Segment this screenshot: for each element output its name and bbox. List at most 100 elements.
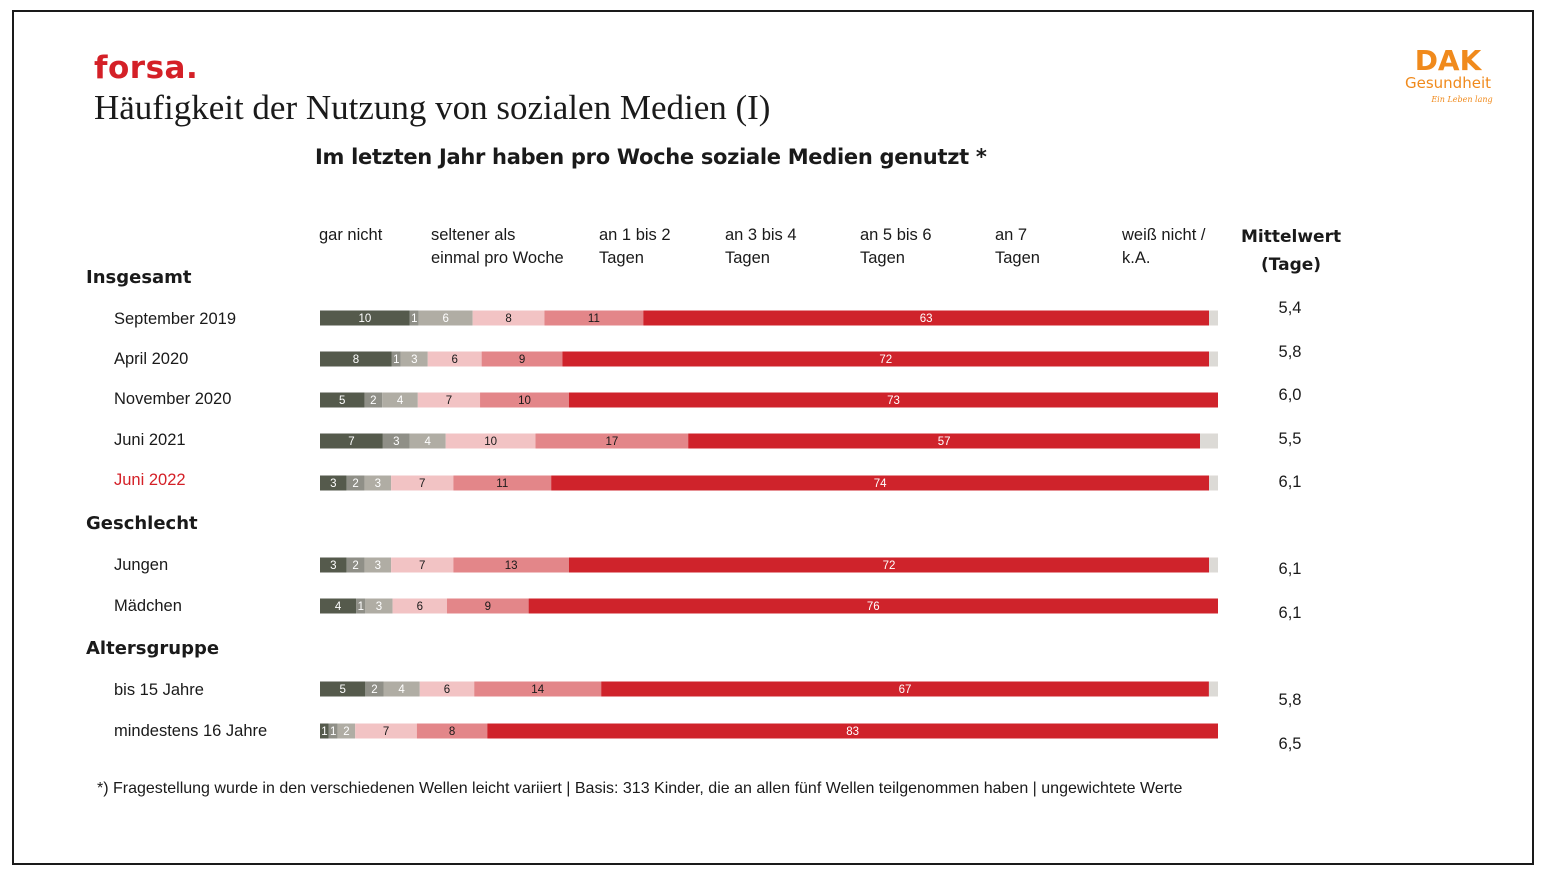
bar-value-label-g1-r0-s1: 2 (352, 560, 358, 572)
bar-segment-g0-r0-s3 (472, 310, 545, 326)
bar-value-label-g2-r1-s5: 83 (846, 726, 859, 738)
bar-segment-g0-r1-s6 (1209, 351, 1218, 367)
mean-header-line1: Mittelwert (1241, 227, 1342, 247)
row-label-jungen: Jungen (114, 556, 169, 574)
mean-header-line2: (Tage) (1260, 255, 1322, 275)
bar-value-label-g0-r0-s3: 8 (505, 313, 511, 325)
legend-gar-nicht: gar nicht (319, 226, 383, 244)
bar-segment-g1-r0-s1 (346, 557, 365, 573)
dak-logo-line2: Gesundheit (1405, 74, 1491, 92)
mean-apr-2020: 5,8 (1278, 343, 1302, 361)
bar-segment-g1-r1-s1 (356, 598, 366, 614)
mean-sep-2019: 5,4 (1278, 299, 1302, 317)
bar-value-label-g1-r0-s2: 3 (375, 560, 381, 572)
bar-segment-g0-r0-s2 (418, 310, 473, 326)
bar-segment-g0-r3-s5 (688, 433, 1201, 449)
bar-segment-g1-r1-s3 (392, 598, 447, 614)
bar-segment-g0-r3-s3 (445, 433, 536, 449)
bar-segment-g0-r1-s5 (562, 351, 1210, 367)
bar-value-label-g1-r0-s0: 3 (330, 560, 336, 572)
bar-value-label-g0-r2-s0: 5 (339, 395, 345, 407)
bar-value-label-g2-r0-s3: 6 (444, 684, 450, 696)
mean-bis-15: 5,8 (1278, 691, 1302, 709)
dak-logo-line1: DAK (1415, 44, 1483, 77)
bar-segment-g1-r0-s6 (1209, 557, 1218, 573)
bar-segment-g1-r0-s4 (453, 557, 569, 573)
bar-segment-g2-r0-s5 (601, 681, 1209, 697)
bar-segment-g0-r2-s3 (417, 392, 481, 408)
bar-value-label-g1-r0-s3: 7 (419, 560, 425, 572)
slide-frame (12, 10, 1534, 865)
bar-segment-g0-r3-s1 (382, 433, 410, 449)
bar-segment-g0-r0-s4 (544, 310, 644, 326)
bar-segment-g1-r1-s5 (528, 598, 1218, 614)
bar-segment-g0-r1-s2 (400, 351, 428, 367)
row-label-jun-2022: Juni 2022 (114, 471, 186, 489)
bar-value-label-g0-r1-s3: 6 (451, 354, 457, 366)
bar-value-label-g1-r0-s4: 13 (505, 560, 518, 572)
bar-value-label-g1-r0-s5: 72 (883, 560, 896, 572)
bar-segment-g0-r4-s5 (551, 475, 1210, 491)
row-label-nov-2020: November 2020 (114, 390, 232, 408)
bar-segment-g2-r0-s1 (365, 681, 384, 697)
bar-segment-g2-r0-s0 (320, 681, 366, 697)
bar-value-label-g0-r2-s1: 2 (370, 395, 376, 407)
bar-value-label-g2-r1-s0: 1 (321, 726, 327, 738)
bar-segment-g0-r1-s1 (391, 351, 401, 367)
bar-value-label-g2-r0-s4: 14 (531, 684, 544, 696)
bar-value-label-g0-r2-s5: 73 (887, 395, 900, 407)
legend-5-6-tage: an 5 bis 6 Tagen (860, 226, 932, 267)
bar-value-label-g0-r0-s4: 11 (588, 313, 600, 325)
row-label-maedchen: Mädchen (114, 597, 182, 615)
bar-value-label-g0-r0-s0: 10 (359, 313, 372, 325)
footnote: *) Fragestellung wurde in den verschiede… (97, 780, 1183, 797)
bar-value-label-g1-r1-s4: 9 (485, 601, 491, 613)
bar-segment-g0-r1-s3 (427, 351, 482, 367)
bar-value-label-g1-r1-s0: 4 (335, 601, 342, 613)
row-label-ab-16: mindestens 16 Jahre (114, 722, 268, 740)
mean-jun-2022: 6,1 (1278, 473, 1302, 491)
bar-value-label-g0-r4-s0: 3 (330, 478, 336, 490)
bar-value-label-g1-r1-s1: 1 (358, 601, 364, 613)
bar-segment-g2-r1-s5 (487, 723, 1218, 739)
bar-value-label-g2-r0-s0: 5 (339, 684, 345, 696)
bar-segment-g2-r0-s4 (474, 681, 602, 697)
bar-value-label-g0-r2-s2: 4 (397, 395, 404, 407)
bar-value-label-g0-r0-s5: 63 (920, 313, 933, 325)
bar-value-label-g2-r1-s3: 7 (383, 726, 389, 738)
bar-value-label-g2-r0-s5: 67 (899, 684, 912, 696)
legend-1-2-tage: an 1 bis 2 Tagen (599, 226, 671, 267)
bar-segment-g2-r1-s0 (320, 723, 329, 739)
bar-value-label-g0-r4-s2: 3 (375, 478, 381, 490)
bar-segment-g0-r4-s2 (364, 475, 392, 491)
bar-value-label-g0-r4-s3: 7 (419, 478, 425, 490)
bar-value-label-g0-r3-s3: 10 (484, 436, 497, 448)
bar-segment-g0-r1-s0 (320, 351, 392, 367)
mean-jun-2021: 5,5 (1278, 430, 1302, 448)
bar-value-label-g2-r1-s2: 2 (343, 726, 349, 738)
row-label-apr-2020: April 2020 (114, 350, 189, 368)
bar-value-label-g0-r3-s1: 3 (393, 436, 399, 448)
bar-value-label-g1-r1-s5: 76 (867, 601, 880, 613)
bar-value-label-g0-r1-s5: 72 (879, 354, 892, 366)
bar-value-label-g0-r2-s4: 10 (518, 395, 531, 407)
bar-segment-g0-r3-s4 (535, 433, 689, 449)
bar-segment-g0-r4-s3 (391, 475, 454, 491)
bar-value-label-g0-r3-s4: 17 (605, 436, 618, 448)
bar-segment-g0-r0-s5 (643, 310, 1210, 326)
bar-segment-g0-r3-s2 (409, 433, 446, 449)
bar-segment-g0-r0-s0 (320, 310, 410, 326)
bar-value-label-g0-r3-s5: 57 (938, 436, 951, 448)
legend-3-4-tage: an 3 bis 4 Tagen (725, 226, 797, 267)
legend-7-tage: an 7 Tagen (995, 226, 1040, 267)
bar-segment-g1-r0-s0 (320, 557, 347, 573)
bar-value-label-g0-r0-s2: 6 (443, 313, 449, 325)
bar-value-label-g0-r4-s4: 11 (496, 478, 508, 490)
bar-segment-g0-r2-s0 (320, 392, 365, 408)
legend-weiss-nicht: weiß nicht / k.A. (1122, 226, 1206, 267)
bar-segment-g0-r3-s6 (1200, 433, 1218, 449)
bar-segment-g0-r4-s4 (453, 475, 552, 491)
bar-segment-g0-r0-s6 (1209, 310, 1218, 326)
dak-logo: DAK Gesundheit Ein Leben lang (1405, 44, 1493, 104)
